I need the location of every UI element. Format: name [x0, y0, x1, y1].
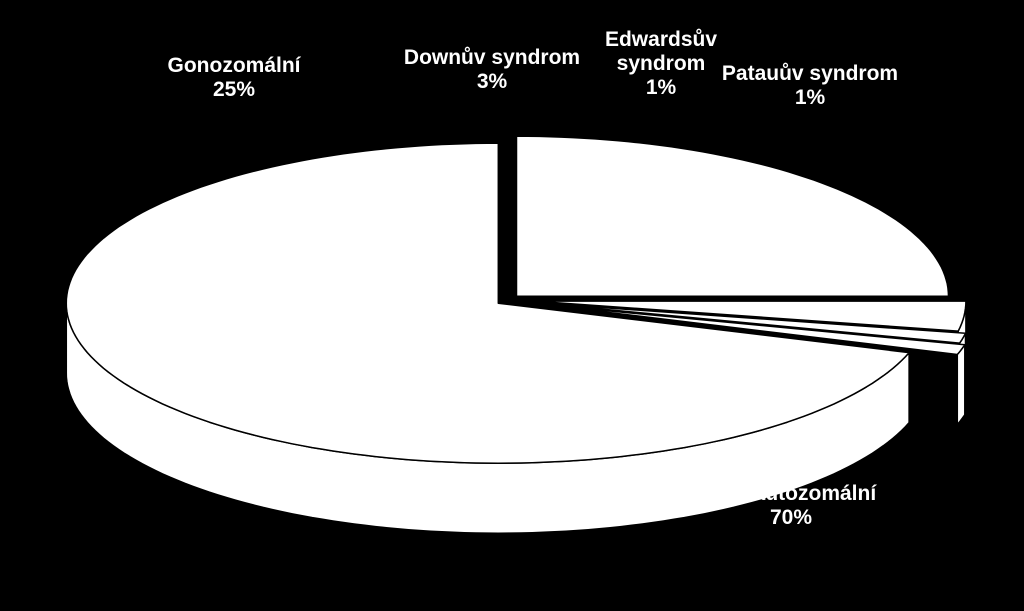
data-label-percent: 1% [646, 76, 677, 99]
slice-jine-autozomalni [65, 142, 910, 534]
data-label-name: Jiné autozomální [706, 482, 878, 505]
slice-patauuv-syndrom [545, 304, 966, 426]
data-label-edwardsuv-syndrom: Edwardsův syndrom 1% [605, 28, 717, 99]
slice-top-gonozomalni [515, 135, 950, 297]
data-label-jine-autozomalni: Jiné autozomální 70% [706, 482, 878, 529]
data-label-name: Edwardsův [605, 28, 717, 51]
data-label-name: Gonozomální [168, 54, 302, 77]
slice-top-edwardsuv-syndrom [540, 302, 967, 344]
data-label-name: syndrom [617, 52, 706, 75]
data-label-percent: 25% [213, 78, 255, 101]
data-label-name: Downův syndrom [404, 46, 580, 69]
slice-top-downuv-syndrom [533, 300, 967, 332]
data-label-gonozomalni: Gonozomální 25% [168, 54, 302, 101]
pie-slices [65, 135, 967, 534]
slice-side-patauuv-syndrom [956, 344, 966, 426]
data-label-name: Patauův syndrom [722, 62, 898, 85]
data-label-percent: 70% [770, 506, 812, 529]
slice-gonozomalni [515, 135, 950, 297]
pie-labels: Gonozomální 25% Downův syndrom 3% Edwardsův s… [168, 28, 899, 529]
data-label-patauuv-syndrom: Patauův syndrom 1% [722, 62, 898, 109]
data-label-percent: 3% [477, 70, 508, 93]
data-label-percent: 1% [795, 86, 826, 109]
slice-top-patauuv-syndrom [545, 304, 966, 356]
slice-top-jine-autozomalni [65, 142, 910, 464]
data-label-downuv-syndrom: Downův syndrom 3% [404, 46, 580, 93]
